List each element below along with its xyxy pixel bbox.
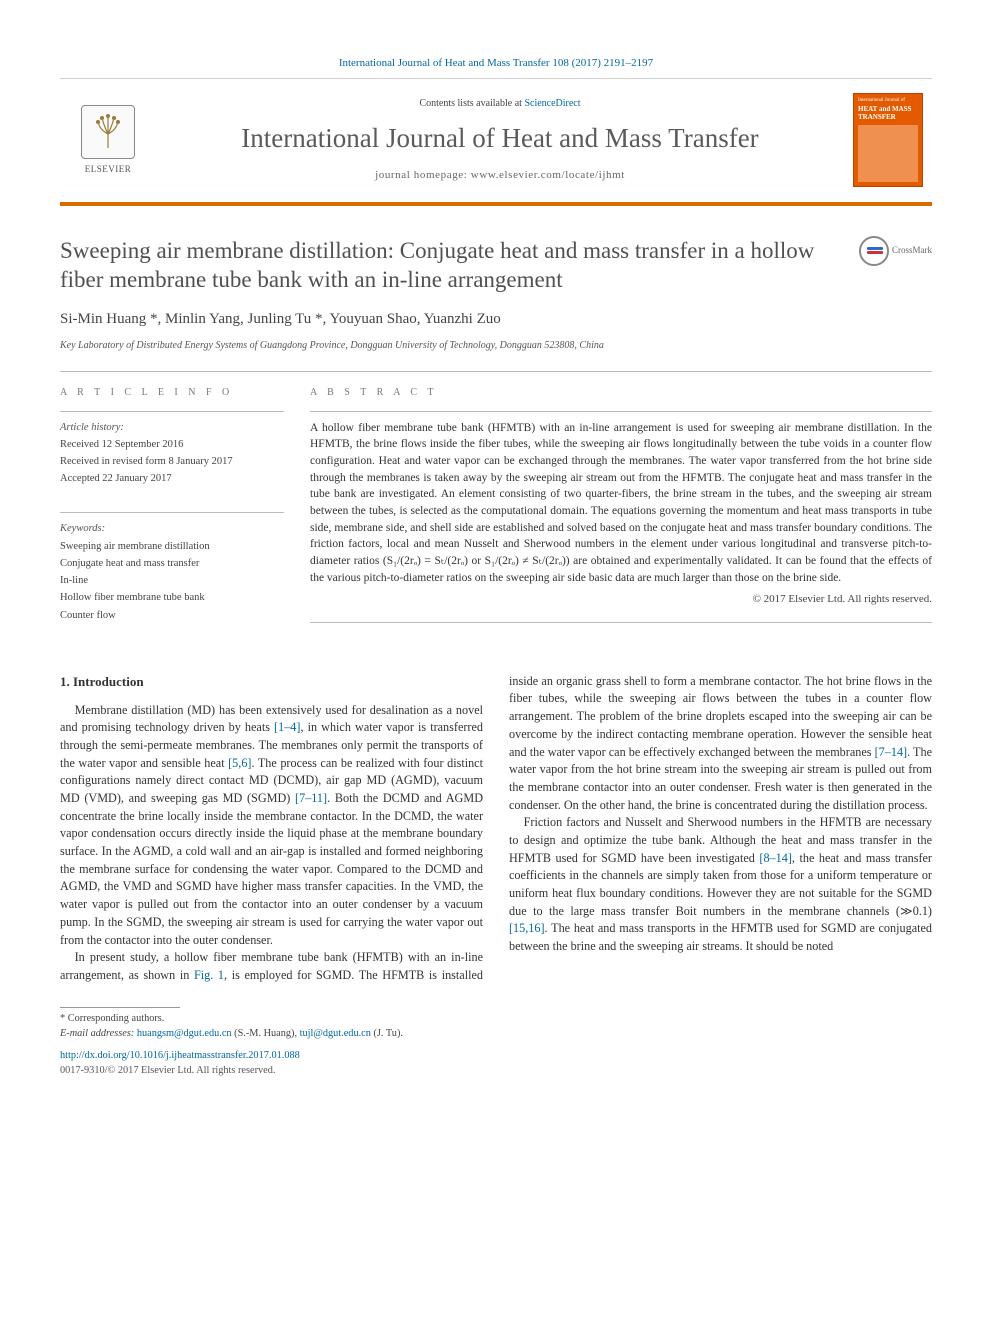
keyword: In-line — [60, 573, 284, 588]
cover-thumbnail: International Journal of HEAT and MASS T… — [844, 79, 932, 202]
ref-link[interactable]: [5,6] — [228, 756, 251, 770]
homepage-line: journal homepage: www.elsevier.com/locat… — [164, 168, 836, 184]
footnote-block: * Corresponding authors. E-mail addresse… — [60, 1007, 483, 1080]
citation-line: International Journal of Heat and Mass T… — [60, 56, 932, 72]
contents-line: Contents lists available at ScienceDirec… — [164, 97, 836, 112]
journal-header: ELSEVIER Contents lists available at Sci… — [60, 78, 932, 206]
keywords-label: Keywords: — [60, 521, 284, 536]
abstract-bottom-rule — [310, 622, 932, 623]
abstract-column: A B S T R A C T A hollow fiber membrane … — [310, 386, 932, 625]
accepted-date: Accepted 22 January 2017 — [60, 471, 284, 486]
email-link[interactable]: huangsm@dgut.edu.cn — [137, 1028, 232, 1039]
keyword: Counter flow — [60, 608, 284, 623]
section-number: 1. — [60, 674, 70, 689]
abstract-rule — [310, 411, 932, 412]
text-run: . The heat and mass transports in the HF… — [509, 921, 932, 953]
email-label: E-mail addresses: — [60, 1028, 137, 1039]
abstract-copyright: © 2017 Elsevier Ltd. All rights reserved… — [310, 592, 932, 608]
keyword: Hollow fiber membrane tube bank — [60, 590, 284, 605]
journal-title: International Journal of Heat and Mass T… — [164, 119, 836, 158]
history-label: Article history: — [60, 420, 284, 435]
cover-title-text: HEAT and MASS TRANSFER — [858, 106, 918, 121]
received-date: Received 12 September 2016 — [60, 437, 284, 452]
crossmark-icon — [859, 236, 889, 266]
footnote-rule — [60, 1007, 180, 1008]
authors-line: Si-Min Huang *, Minlin Yang, Junling Tu … — [60, 309, 932, 331]
corresponding-label: * Corresponding authors. — [60, 1012, 483, 1027]
publisher-name: ELSEVIER — [85, 163, 132, 176]
keyword: Conjugate heat and mass transfer — [60, 556, 284, 571]
body-paragraph: Friction factors and Nusselt and Sherwoo… — [509, 814, 932, 956]
article-info-heading: A R T I C L E I N F O — [60, 386, 284, 401]
publisher-logo-cell: ELSEVIER — [60, 79, 156, 202]
abstract-heading: A B S T R A C T — [310, 386, 932, 401]
issn-line: 0017-9310/© 2017 Elsevier Ltd. All right… — [60, 1064, 483, 1079]
crossmark-badge[interactable]: CrossMark — [859, 236, 932, 266]
body-paragraph: Membrane distillation (MD) has been exte… — [60, 702, 483, 950]
article-title: Sweeping air membrane distillation: Conj… — [60, 236, 843, 295]
ref-link[interactable]: [1–4] — [274, 720, 300, 734]
text-run: . Both the DCMD and AGMD concentrate the… — [60, 791, 483, 947]
email-who: (J. Tu). — [371, 1028, 403, 1039]
email-link[interactable]: tujl@dgut.edu.cn — [300, 1028, 371, 1039]
figure-link[interactable]: Fig. 1 — [194, 968, 224, 982]
crossmark-label: CrossMark — [892, 244, 932, 257]
section-heading: 1. Introduction — [60, 673, 483, 692]
ref-link[interactable]: [8–14] — [759, 851, 792, 865]
ref-link[interactable]: [7–11] — [295, 791, 327, 805]
email-who: (S.-M. Huang), — [232, 1028, 300, 1039]
ref-link[interactable]: [15,16] — [509, 921, 545, 935]
revised-date: Received in revised form 8 January 2017 — [60, 454, 284, 469]
keyword: Sweeping air membrane distillation — [60, 539, 284, 554]
abstract-text: A hollow fiber membrane tube bank (HFMTB… — [310, 420, 932, 587]
body-two-column: 1. Introduction Membrane distillation (M… — [60, 673, 932, 985]
email-line: E-mail addresses: huangsm@dgut.edu.cn (S… — [60, 1027, 483, 1042]
info-rule-1 — [60, 411, 284, 412]
homepage-prefix: journal homepage: — [375, 169, 471, 181]
info-rule-2 — [60, 512, 284, 513]
affiliation: Key Laboratory of Distributed Energy Sys… — [60, 339, 932, 354]
ref-link[interactable]: [7–14] — [875, 745, 908, 759]
section-title: Introduction — [73, 674, 144, 689]
elsevier-tree-icon — [81, 105, 135, 159]
contents-prefix: Contents lists available at — [419, 98, 524, 109]
sciencedirect-link[interactable]: ScienceDirect — [524, 98, 580, 109]
article-info-column: A R T I C L E I N F O Article history: R… — [60, 386, 284, 625]
doi-link[interactable]: http://dx.doi.org/10.1016/j.ijheatmasstr… — [60, 1050, 300, 1061]
rule-top — [60, 371, 932, 372]
cover-top-text: International Journal of — [858, 98, 918, 104]
homepage-url: www.elsevier.com/locate/ijhmt — [471, 169, 625, 181]
cover-image-placeholder — [858, 125, 918, 182]
